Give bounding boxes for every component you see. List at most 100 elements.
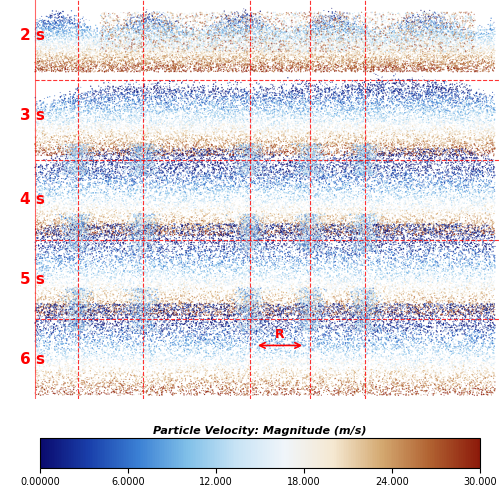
Point [384, 103, 392, 111]
Point [390, 375, 398, 383]
Point [113, 152, 121, 160]
Point [296, 247, 304, 255]
Point [236, 164, 244, 171]
Point [300, 228, 308, 236]
Point [252, 211, 260, 219]
Point [73, 169, 81, 177]
Point [416, 94, 424, 102]
Point [356, 107, 364, 114]
Point [34, 111, 42, 119]
Point [400, 385, 408, 393]
Point [342, 214, 350, 222]
Point [136, 237, 143, 245]
Point [266, 304, 274, 312]
Point [258, 163, 266, 171]
Point [296, 218, 304, 225]
Point [330, 19, 338, 26]
Point [361, 272, 369, 280]
Point [237, 352, 245, 359]
Point [350, 215, 358, 223]
Point [242, 148, 250, 156]
Point [215, 67, 223, 75]
Point [94, 88, 102, 95]
Point [262, 354, 270, 361]
Point [62, 150, 70, 158]
Point [244, 305, 252, 313]
Point [349, 114, 357, 122]
Point [370, 58, 378, 66]
Point [241, 319, 249, 327]
Point [314, 241, 322, 248]
Point [181, 10, 189, 18]
Point [183, 345, 191, 353]
Point [190, 255, 198, 263]
Point [281, 307, 289, 315]
Point [351, 325, 359, 333]
Point [453, 155, 461, 163]
Point [89, 225, 97, 233]
Point [306, 179, 314, 187]
Point [114, 301, 122, 309]
Point [324, 58, 332, 66]
Point [384, 385, 392, 393]
Point [394, 36, 402, 44]
Point [400, 284, 407, 292]
Point [474, 345, 482, 353]
Point [359, 298, 367, 306]
Point [462, 188, 469, 196]
Point [240, 368, 248, 376]
Point [68, 319, 76, 327]
Point [69, 367, 77, 375]
Point [424, 249, 432, 257]
Point [226, 23, 234, 31]
Point [386, 371, 394, 378]
Point [88, 344, 96, 352]
Point [438, 26, 446, 34]
Point [292, 176, 300, 184]
Point [246, 169, 254, 177]
Point [208, 15, 216, 23]
Point [344, 20, 352, 28]
Point [132, 147, 140, 155]
Point [182, 102, 190, 110]
Point [405, 179, 413, 187]
Point [154, 124, 162, 132]
Point [356, 53, 364, 60]
Point [208, 212, 216, 220]
Point [138, 304, 145, 312]
Point [178, 125, 186, 132]
Point [314, 137, 322, 145]
Point [32, 186, 40, 193]
Point [34, 225, 42, 233]
Point [450, 203, 458, 210]
Point [193, 195, 201, 203]
Point [252, 298, 260, 306]
Point [390, 298, 398, 306]
Point [103, 229, 111, 237]
Point [446, 219, 454, 227]
Point [284, 169, 292, 177]
Point [206, 53, 214, 60]
Point [332, 329, 340, 337]
Point [142, 153, 150, 161]
Point [314, 38, 322, 46]
Point [326, 97, 334, 105]
Point [310, 17, 318, 25]
Point [260, 161, 268, 169]
Point [193, 209, 201, 217]
Point [322, 368, 330, 376]
Point [318, 77, 326, 85]
Point [464, 187, 471, 195]
Point [180, 127, 188, 135]
Point [124, 226, 132, 234]
Point [36, 47, 44, 55]
Point [430, 141, 438, 149]
Point [424, 64, 432, 72]
Point [354, 149, 362, 156]
Point [288, 373, 296, 381]
Point [241, 225, 249, 233]
Point [246, 144, 254, 152]
Point [460, 207, 468, 215]
Point [476, 65, 484, 73]
Point [296, 31, 304, 38]
